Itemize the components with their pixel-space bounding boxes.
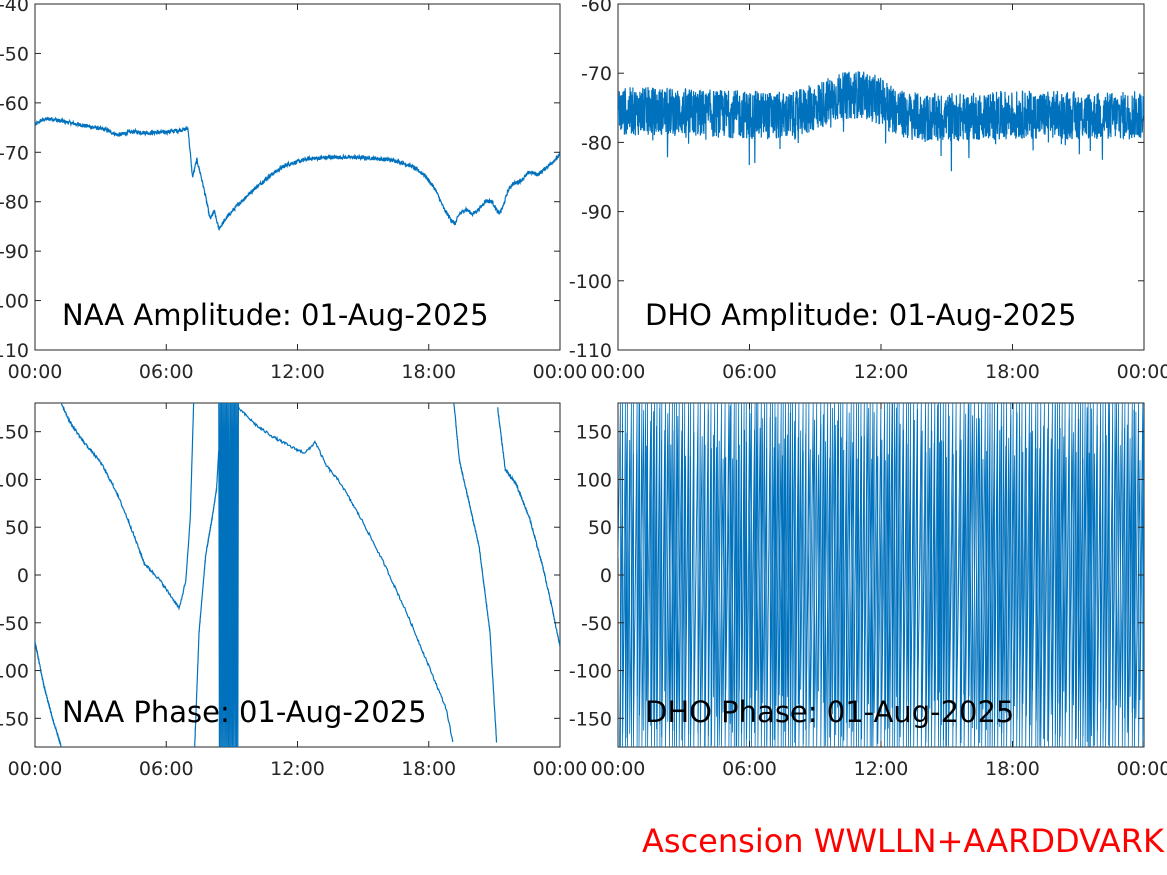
y-tick-label: -60 <box>0 93 29 115</box>
series-line <box>619 403 1144 747</box>
x-tick-label: 06:00 <box>139 758 194 780</box>
x-tick-label: 06:00 <box>139 361 194 383</box>
x-tick-label: 00:00 <box>533 758 588 780</box>
y-tick-label: 0 <box>600 565 612 587</box>
x-tick-label: 00:00 <box>8 758 63 780</box>
y-tick-label: -80 <box>0 192 29 214</box>
y-tick-label: 100 <box>576 469 612 491</box>
x-tick-label: 00:00 <box>591 361 646 383</box>
y-tick-label: -100 <box>569 661 612 683</box>
panel-title: DHO Amplitude: 01-Aug-2025 <box>645 298 1076 332</box>
series-line <box>35 116 560 231</box>
panel-title: NAA Phase: 01-Aug-2025 <box>62 695 427 729</box>
y-tick-label: 150 <box>0 422 29 444</box>
x-tick-label: 18:00 <box>401 758 456 780</box>
axes-box <box>34 402 561 748</box>
x-tick-label: 18:00 <box>985 361 1040 383</box>
y-tick-label: -90 <box>581 202 612 224</box>
series-line <box>194 450 220 747</box>
x-tick-label: 12:00 <box>270 361 325 383</box>
y-tick-label: 50 <box>588 517 612 539</box>
x-tick-label: 00:00 <box>591 758 646 780</box>
x-tick-label: 18:00 <box>401 361 456 383</box>
station-caption: Ascension WWLLN+AARDDVARK <box>642 822 1164 860</box>
y-tick-label: -100 <box>569 271 612 293</box>
y-tick-label: -110 <box>0 340 29 362</box>
y-tick-label: -50 <box>581 613 612 635</box>
y-tick-label: 100 <box>0 469 29 491</box>
y-tick-label: -50 <box>0 613 29 635</box>
panel-title: DHO Phase: 01-Aug-2025 <box>645 695 1014 729</box>
dho-amplitude-chart: -110 -100 -90 -80 -70 -60 00:00 06:00 12:00 18:00… <box>569 0 1167 383</box>
series-line <box>453 403 498 743</box>
axes-box <box>617 3 1145 351</box>
y-tick-label: -60 <box>581 0 612 16</box>
y-tick-label: -110 <box>569 340 612 362</box>
naa-amplitude-chart: -110 -100 -90 -80 -70 -60 -50 -40 00:00 06:00 12:0… <box>0 0 587 383</box>
x-tick-label: 06:00 <box>722 361 777 383</box>
y-tick-label: -50 <box>0 43 29 65</box>
x-tick-label: 06:00 <box>722 758 777 780</box>
series-line <box>60 403 195 611</box>
y-tick-label: -70 <box>581 63 612 85</box>
x-tick-label: 00:00 <box>8 361 63 383</box>
series-line <box>497 407 560 647</box>
y-tick-label: -150 <box>569 708 612 730</box>
x-tick-label: 12:00 <box>854 758 909 780</box>
y-tick-label: -40 <box>0 0 29 16</box>
y-tick-label: 50 <box>5 517 29 539</box>
panel-title: NAA Amplitude: 01-Aug-2025 <box>62 298 489 332</box>
x-tick-label: 00:00 <box>1117 758 1167 780</box>
x-tick-label: 18:00 <box>985 758 1040 780</box>
x-tick-label: 00:00 <box>1117 361 1167 383</box>
y-tick-label: 150 <box>576 422 612 444</box>
axes-box <box>34 3 561 351</box>
x-tick-label: 00:00 <box>533 361 588 383</box>
series-line <box>35 640 62 747</box>
y-tick-label: -90 <box>0 241 29 263</box>
dho-phase-chart: -150 -100 -50 0 50 100 150 00:00 06:00 12:00 18:00… <box>569 402 1167 780</box>
y-tick-label: 0 <box>17 565 29 587</box>
x-tick-label: 12:00 <box>270 758 325 780</box>
naa-phase-chart: -150 -100 -50 0 50 100 150 00:00 06:00 12:00 18:00… <box>0 402 588 780</box>
y-tick-label: -70 <box>0 142 29 164</box>
x-tick-label: 12:00 <box>854 361 909 383</box>
y-tick-label: -150 <box>0 708 29 730</box>
series-line <box>618 71 1144 172</box>
y-tick-label: -100 <box>0 661 29 683</box>
y-tick-label: -80 <box>581 132 612 154</box>
series-line <box>237 406 454 743</box>
y-tick-label: -100 <box>0 291 29 313</box>
